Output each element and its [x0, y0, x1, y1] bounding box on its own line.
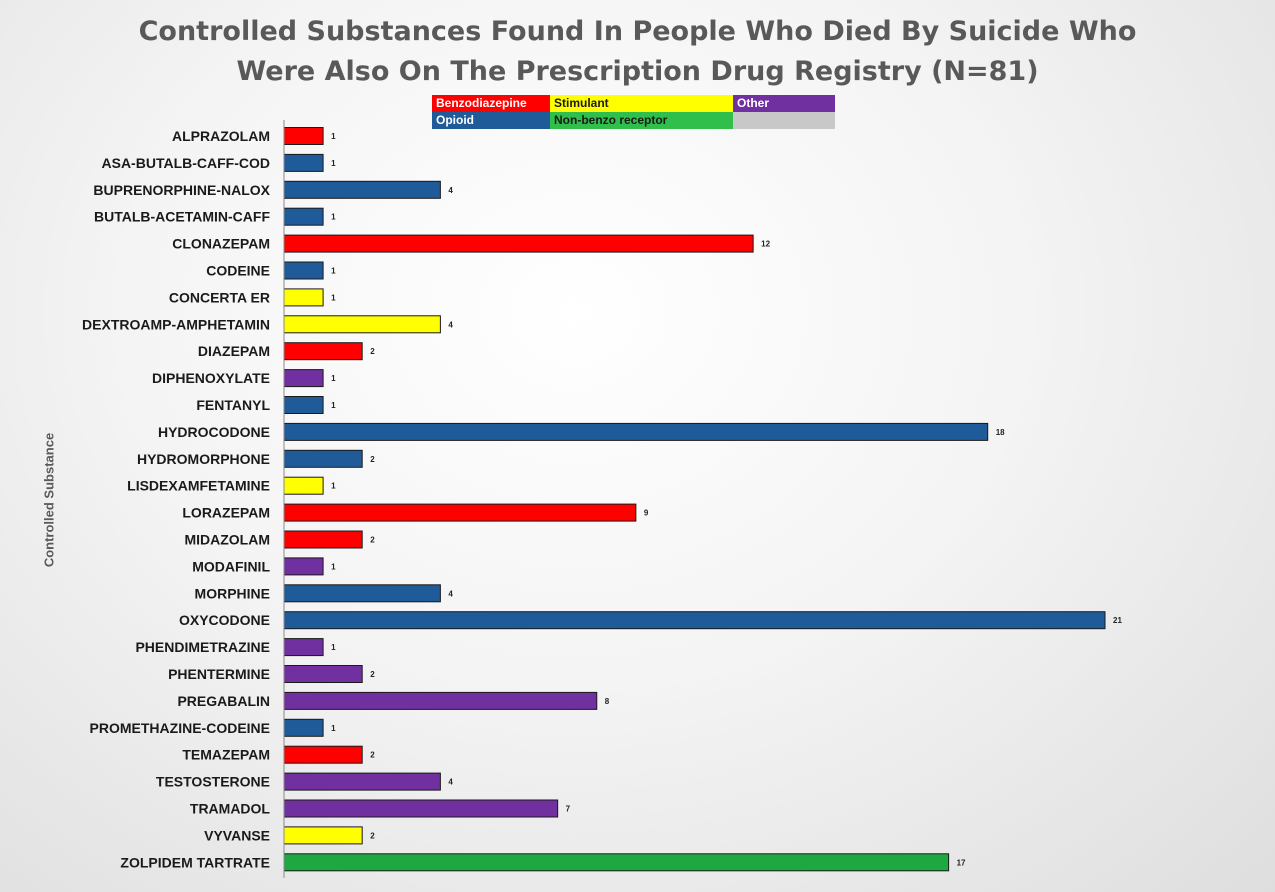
bar-diazepam [283, 342, 363, 361]
bar-hydromorphone [283, 449, 363, 468]
value-label: 1 [331, 374, 336, 383]
value-label: 2 [370, 536, 375, 545]
category-label: LISDEXAMFETAMINE [127, 478, 270, 494]
legend-entry-non-benzo-receptor: Non-benzo receptor [550, 112, 733, 129]
bar-alprazolam [283, 127, 324, 145]
value-label: 4 [448, 778, 453, 787]
legend-entry-benzodiazepine: Benzodiazepine [432, 95, 550, 112]
chart-legend: Benzodiazepine Stimulant Other Opioid Non-be… [432, 95, 835, 129]
value-label: 18 [996, 428, 1005, 437]
value-label: 2 [370, 751, 375, 760]
category-label: MORPHINE [195, 585, 270, 601]
chart-title-line-2: Were Also On The Prescription Drug Regis… [236, 56, 1039, 87]
value-label: 8 [605, 697, 610, 706]
category-label: TRAMADOL [190, 801, 271, 817]
category-label: CODEINE [206, 263, 270, 279]
category-label: TEMAZEPAM [182, 747, 270, 763]
value-label: 7 [566, 805, 571, 814]
category-label: BUPRENORPHINE-NALOX [93, 182, 270, 198]
category-label: TESTOSTERONE [156, 774, 270, 790]
value-label: 1 [331, 562, 336, 571]
value-label: 1 [331, 724, 336, 733]
bar-diphenoxylate [283, 369, 324, 388]
category-label: HYDROCODONE [158, 424, 270, 440]
category-label: PROMETHAZINE-CODEINE [90, 720, 270, 736]
category-label: ALPRAZOLAM [172, 128, 270, 144]
bar-vyvanse [283, 826, 363, 845]
value-label: 1 [331, 293, 336, 302]
value-label: 2 [370, 670, 375, 679]
value-label: 9 [644, 509, 649, 518]
bar-lorazepam [283, 503, 637, 522]
value-label: 1 [331, 482, 336, 491]
value-label: 4 [448, 186, 453, 195]
bar-dextroamp-amphetamin [283, 315, 441, 334]
bar-clonazepam [283, 234, 754, 253]
bar-hydrocodone [283, 422, 989, 441]
category-label: MIDAZOLAM [184, 532, 270, 548]
value-label: 2 [370, 831, 375, 840]
bar-asa-butalb-caff-cod [283, 153, 324, 172]
category-label: MODAFINIL [192, 558, 270, 574]
bar-codeine [283, 261, 324, 280]
category-label: ZOLPIDEM TARTRATE [120, 854, 270, 870]
bar-buprenorphine-nalox [283, 180, 441, 199]
category-label: DIAZEPAM [198, 343, 270, 359]
bar-testosterone [283, 772, 441, 791]
bar-pregabalin [283, 691, 598, 710]
category-label: DIPHENOXYLATE [152, 370, 270, 386]
legend-entry-blank [733, 112, 835, 129]
category-label: BUTALB-ACETAMIN-CAFF [94, 209, 270, 225]
value-label: 2 [370, 347, 375, 356]
value-label: 4 [448, 320, 453, 329]
value-label: 1 [331, 213, 336, 222]
bar-oxycodone [283, 611, 1106, 630]
category-label: PREGABALIN [177, 693, 270, 709]
legend-entry-stimulant: Stimulant [550, 95, 733, 112]
category-label: CLONAZEPAM [172, 236, 270, 252]
category-label: DEXTROAMP-AMPHETAMIN [82, 316, 270, 332]
bar-temazepam [283, 745, 363, 764]
category-label: FENTANYL [196, 397, 270, 413]
bar-zolpidem-tartrate [283, 853, 950, 872]
bar-modafinil [283, 557, 324, 576]
chart-title: Controlled Substances Found In People Wh… [0, 12, 1275, 92]
category-label: PHENTERMINE [168, 666, 270, 682]
value-label: 1 [331, 401, 336, 410]
legend-entry-opioid: Opioid [432, 112, 550, 129]
bar-concerta-er [283, 288, 324, 307]
legend-entry-other: Other [733, 95, 835, 112]
value-label: 1 [331, 159, 336, 168]
value-label: 21 [1113, 616, 1122, 625]
category-label: CONCERTA ER [169, 289, 270, 305]
bar-lisdexamfetamine [283, 476, 324, 495]
bar-promethazine-codeine [283, 718, 324, 737]
category-label: OXYCODONE [179, 612, 270, 628]
category-label: VYVANSE [204, 827, 270, 843]
category-label: ASA-BUTALB-CAFF-COD [102, 155, 271, 171]
bar-fentanyl [283, 396, 324, 414]
value-label: 1 [331, 643, 336, 652]
bar-butalb-acetamin-caff [283, 207, 324, 226]
value-label: 1 [331, 132, 336, 141]
bar-phendimetrazine [283, 638, 324, 657]
bar-tramadol [283, 799, 559, 818]
category-label: HYDROMORPHONE [137, 451, 270, 467]
value-label: 1 [331, 267, 336, 276]
value-label: 17 [957, 858, 966, 867]
bar-midazolam [283, 530, 363, 549]
bar-phentermine [283, 665, 363, 683]
chart-title-line-1: Controlled Substances Found In People Wh… [138, 16, 1137, 47]
category-label: LORAZEPAM [182, 505, 270, 521]
value-label: 4 [448, 589, 453, 598]
value-label: 12 [761, 240, 770, 249]
bar-morphine [283, 584, 441, 603]
value-label: 2 [370, 455, 375, 464]
category-label: PHENDIMETRAZINE [135, 639, 270, 655]
